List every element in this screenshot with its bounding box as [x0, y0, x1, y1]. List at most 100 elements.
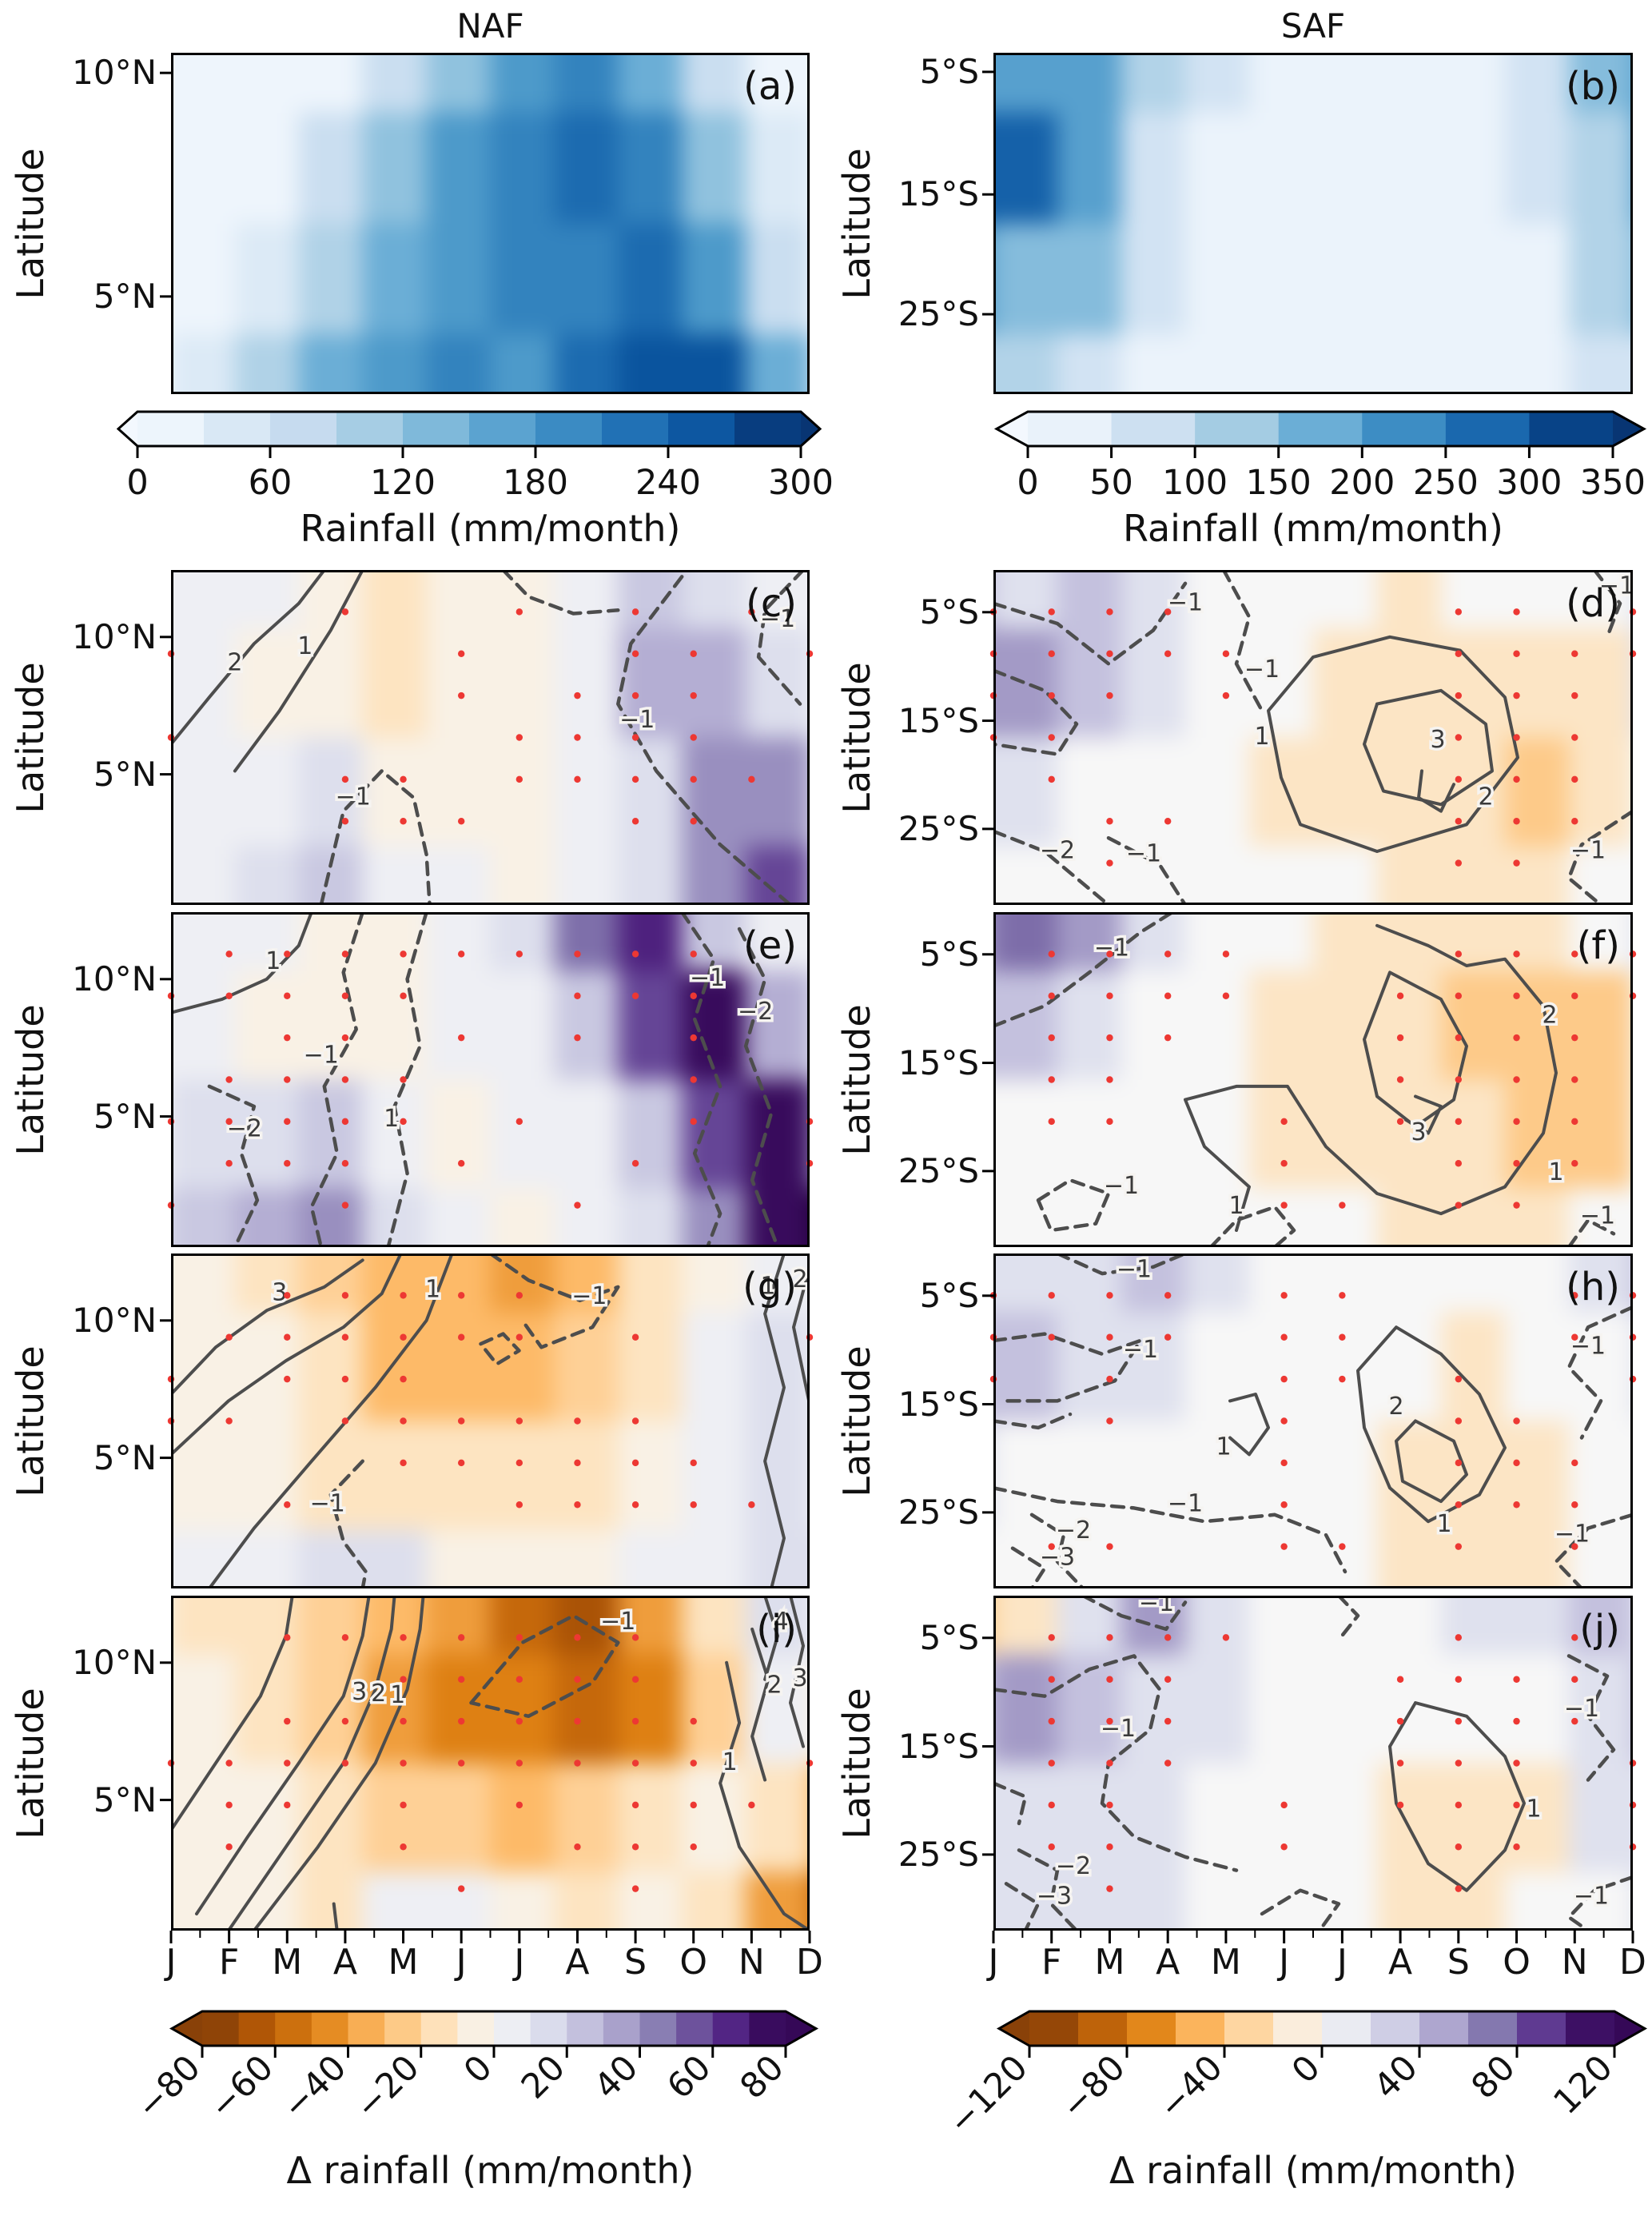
- stipple-dot: [1396, 1801, 1404, 1809]
- stipple-dot: [748, 775, 755, 783]
- stipple-dot: [1106, 1885, 1113, 1892]
- stipple-dot: [690, 775, 697, 783]
- stipple-dot: [400, 1459, 407, 1467]
- stipple-dot: [457, 1459, 465, 1467]
- stipple-dot: [631, 951, 639, 958]
- contour-label: −1: [1244, 656, 1280, 684]
- colorbar-segment: [1176, 2011, 1225, 2046]
- stipple-dot: [1396, 1076, 1404, 1083]
- colorbar-segment: [238, 2011, 277, 2046]
- fill-field: [171, 53, 810, 394]
- stipple-dot: [341, 1118, 349, 1126]
- colorbar-segment: [676, 2011, 714, 2046]
- panel-j-plot: −1−11−1−2−3 −1(j): [982, 1596, 1637, 1943]
- x-tick-label-month: S: [1447, 1942, 1470, 1983]
- y-axis-label: Latitude: [9, 1345, 52, 1497]
- contour-label: −1: [1139, 1589, 1174, 1617]
- stipple-dot: [1106, 992, 1113, 999]
- stipple-dot: [516, 1717, 523, 1725]
- colorbar-tick-label: 240: [635, 463, 701, 503]
- x-tick-label-month: N: [1561, 1942, 1588, 1983]
- colorbar-arrow-right: [1614, 2011, 1645, 2046]
- y-tick-label: 25°S: [898, 1492, 979, 1532]
- colorbar-segment: [1419, 2011, 1469, 2046]
- stipple-dot: [225, 1076, 233, 1083]
- contour-label: 3: [352, 1678, 367, 1706]
- stipple-dot: [1455, 1160, 1463, 1167]
- contour-line: [171, 912, 313, 1014]
- stipple-dot: [225, 1801, 233, 1809]
- stipple-dot: [1048, 1717, 1055, 1725]
- x-tick-label-month: A: [1156, 1942, 1180, 1983]
- colorbar-segment: [137, 412, 205, 446]
- x-tick-label-month: J: [988, 1942, 999, 1983]
- stipple-dot: [341, 1333, 349, 1341]
- contour-label: −1: [1574, 1882, 1609, 1910]
- stipple-dot: [1513, 1501, 1520, 1509]
- colorbar-tick-label: −80: [129, 2047, 209, 2127]
- contour-line: [737, 927, 780, 1247]
- stipple-dot: [457, 818, 465, 825]
- stipple-dot: [400, 1634, 407, 1641]
- stipple-dot: [1339, 1543, 1346, 1550]
- contour-line: [993, 1654, 1239, 1872]
- stipple-dot: [341, 775, 349, 783]
- colorbar-arrow-left: [997, 412, 1028, 446]
- colorbar-segment: [275, 2011, 312, 2046]
- contour-line: [1010, 1546, 1047, 1588]
- stipple-dot: [400, 1801, 407, 1809]
- fill-field: [171, 1253, 810, 1588]
- stipple-dot: [1513, 650, 1520, 657]
- stipple-dot: [1513, 1459, 1520, 1467]
- stipple-dot: [1164, 650, 1172, 657]
- colorbar-segment: [1195, 412, 1280, 446]
- contour-label: −1: [1101, 1715, 1136, 1743]
- panel-letter-j: (j): [1579, 1607, 1620, 1652]
- stipple-dots: [989, 608, 1637, 867]
- stipple-dot: [574, 1843, 581, 1851]
- contour-label: −1: [1564, 1695, 1599, 1723]
- stipple-dot: [457, 1676, 465, 1683]
- colorbar-segment: [1566, 2011, 1615, 2046]
- stipple-dot: [457, 1160, 465, 1167]
- contour-label: −1: [1123, 1336, 1158, 1364]
- contour-label: 2: [371, 1680, 386, 1708]
- contour-line: [252, 1596, 425, 1931]
- colorbar-delta-naf-svg: −80−60−40−20 0 20 40 60 80: [129, 2010, 819, 2127]
- contour-label: 2: [1388, 1393, 1403, 1421]
- colorbar-tick-label: 60: [659, 2047, 719, 2106]
- panel-frame: [171, 53, 810, 394]
- x-tick-label-month: O: [1503, 1942, 1531, 1983]
- stipple-dot: [631, 1801, 639, 1809]
- stipple-dot: [400, 1417, 407, 1425]
- stipple-dot: [1164, 1034, 1172, 1042]
- colorbar-tick-label: 300: [768, 463, 834, 503]
- contour-lines: −1 −1 2 1 1 −1 −2−3 −1 −1: [993, 1253, 1633, 1588]
- contour-line: [1566, 1305, 1633, 1440]
- stipple-dot: [516, 1333, 523, 1341]
- stipple-dot: [284, 1076, 291, 1083]
- contour-line: [756, 570, 806, 706]
- stipple-dot: [1513, 608, 1520, 616]
- stipple-dot: [1455, 1717, 1463, 1725]
- contour-line: [1566, 1654, 1616, 1782]
- colorbar-arrow-left: [118, 412, 137, 446]
- contour-line: [332, 1902, 339, 1931]
- colorbar-segment: [311, 2011, 349, 2046]
- colorbar-tick-label: 300: [1496, 463, 1562, 503]
- contour-label: 1: [1526, 1796, 1541, 1823]
- contour-label: 1: [1216, 1433, 1231, 1461]
- stipple-dot: [574, 1717, 581, 1725]
- stipple-dot: [1164, 1760, 1172, 1767]
- stipple-dot: [631, 650, 639, 657]
- stipple-dot: [1106, 1333, 1113, 1341]
- colorbar-tick-label: 120: [370, 463, 436, 503]
- stipple-dot: [341, 818, 349, 825]
- stipple-dot: [400, 992, 407, 999]
- stipple-dot: [284, 992, 291, 999]
- stipple-dot: [341, 1202, 349, 1209]
- colorbar-segment: [1127, 2011, 1176, 2046]
